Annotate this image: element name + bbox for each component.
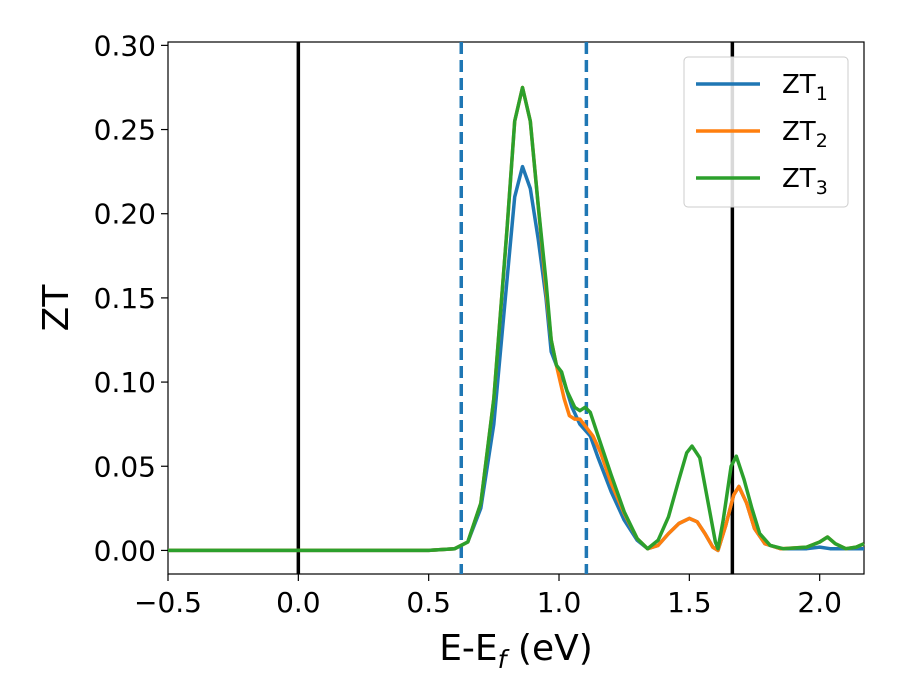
y-tick-label: 0.15 (94, 282, 156, 315)
x-tick-label: 2.0 (797, 586, 842, 619)
x-tick-label: 0.0 (276, 586, 321, 619)
x-tick-label: 0.5 (406, 586, 451, 619)
y-tick-label: 0.25 (94, 114, 156, 147)
y-axis-label: ZT (36, 284, 77, 332)
y-tick-label: 0.20 (94, 198, 156, 231)
y-tick-label: 0.30 (94, 29, 156, 62)
legend-box (683, 56, 849, 208)
y-tick-label: 0.00 (94, 534, 156, 567)
series-line-zt3 (168, 85, 865, 553)
x-axis-ticks: −0.5 0.0 0.5 1.0 1.5 2.0 (134, 574, 842, 619)
y-tick-label: 0.10 (94, 366, 156, 399)
x-tick-label: 1.5 (667, 586, 712, 619)
legend-label-zt2: ZT2 (782, 117, 828, 152)
y-axis-ticks: 0.00 0.05 0.10 0.15 0.20 0.25 0.30 (94, 29, 168, 567)
series-lines (168, 85, 865, 553)
legend-label-zt3: ZT3 (782, 164, 828, 199)
x-axis-label: E-Ef (eV) (439, 628, 593, 674)
y-tick-label: 0.05 (94, 450, 156, 483)
legend-label-zt1: ZT1 (782, 70, 828, 105)
x-tick-label: −0.5 (134, 586, 202, 619)
legend: ZT1 ZT2 ZT3 (683, 56, 849, 208)
x-tick-label: 1.0 (537, 586, 582, 619)
